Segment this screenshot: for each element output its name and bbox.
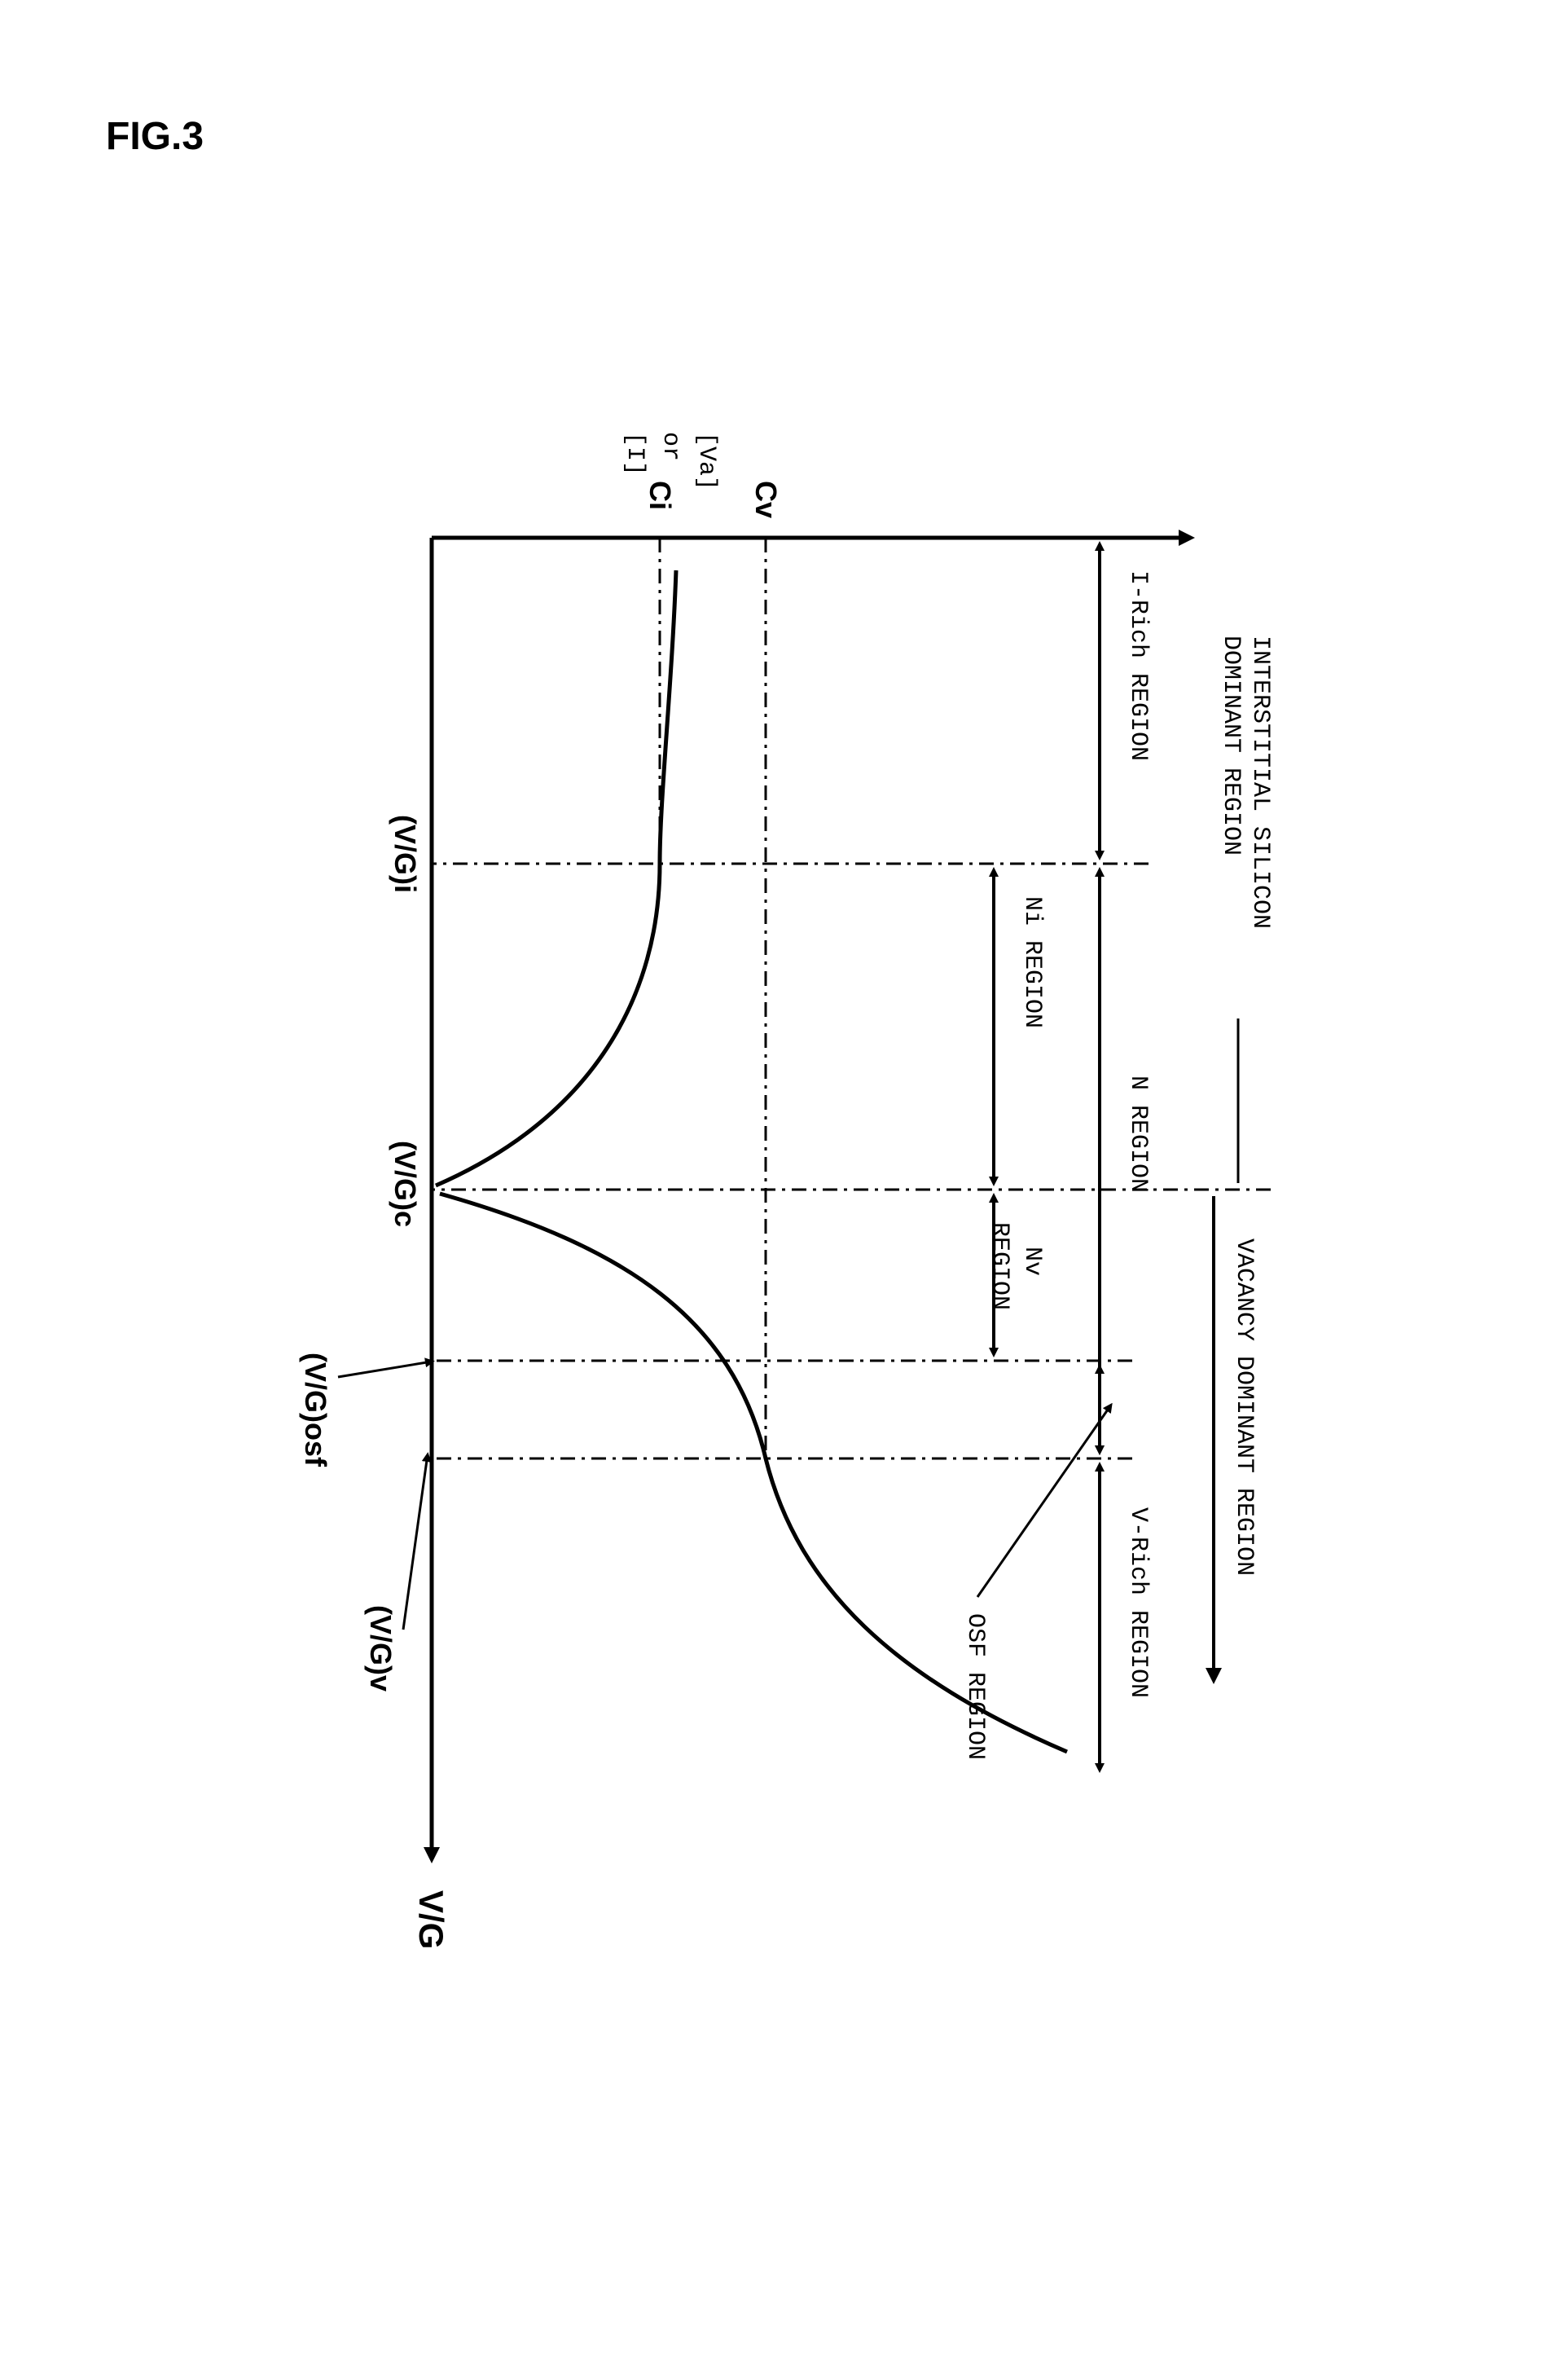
defect-region-diagram: V/G [Va] or [I] Cv Ci INTERSTITIAL SILICONDOMI… xyxy=(204,407,1303,1996)
x-axis-label: V/G xyxy=(412,1890,450,1949)
nv-region-label2: REGION xyxy=(986,1222,1013,1310)
y-axis-label-line: or xyxy=(657,432,684,461)
interstitial-dominant-label: INTERSTITIAL SILICON xyxy=(1246,636,1274,929)
y-axis-label-line: [Va] xyxy=(692,432,720,491)
i-rich-label: I-Rich REGION xyxy=(1124,570,1152,761)
n-region-label: N REGION xyxy=(1124,1076,1152,1193)
diagram-container: V/G [Va] or [I] Cv Ci INTERSTITIAL SILICONDOMI… xyxy=(204,407,1303,1996)
ytick-Cv: Cv xyxy=(749,481,783,518)
xtick-pointer-vgosf xyxy=(338,1362,427,1377)
vacancy-dominant-label: VACANCY DOMINANT REGION xyxy=(1230,1238,1258,1576)
xtick-vgv: (V/G)v xyxy=(364,1605,397,1692)
y-axis-label-line: [I] xyxy=(621,432,648,476)
nv-label: Nv xyxy=(1018,1247,1046,1276)
osf-pointer xyxy=(977,1410,1108,1597)
interstitial-dominant-label: DOMINANT REGION xyxy=(1217,636,1245,856)
xtick-pointer-vgv xyxy=(403,1460,427,1630)
ytick-Ci: Ci xyxy=(643,481,677,510)
xtick-vgc: (V/G)c xyxy=(389,1141,422,1227)
ni-region-label: Ni REGION xyxy=(1018,896,1046,1028)
interstitial-curve xyxy=(436,570,676,1186)
figure-label: FIG.3 xyxy=(106,114,204,159)
osf-label: OSF REGION xyxy=(961,1613,989,1760)
xtick-vgi: (V/G)i xyxy=(389,815,422,893)
xtick-vgosf: (V/G)osf xyxy=(299,1353,332,1467)
v-rich-label: V-Rich REGION xyxy=(1124,1507,1152,1698)
